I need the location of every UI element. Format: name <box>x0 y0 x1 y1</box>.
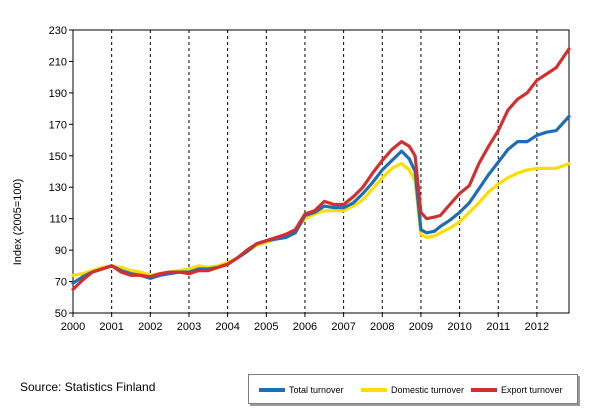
legend-swatch-total <box>259 388 285 392</box>
y-tick-label: 130 <box>49 182 67 194</box>
y-tick-label: 70 <box>55 277 67 289</box>
x-axis-tick-labels: 2000 2001 2002 2003 2004 2005 2006 2007 2008 2009… <box>61 321 549 333</box>
x-tick-label: 2007 <box>331 321 355 333</box>
x-tick-label: 2009 <box>409 321 433 333</box>
y-tick-label: 170 <box>49 119 67 131</box>
x-tick-label: 2010 <box>447 321 471 333</box>
y-tick-label: 210 <box>49 56 67 68</box>
y-tick-label: 230 <box>49 25 67 37</box>
plot-frame <box>72 29 570 314</box>
series-line-export-turnover <box>71 47 571 291</box>
legend-label-total: Total turnover <box>289 385 344 395</box>
series-line-total-turnover <box>71 114 571 285</box>
y-tick-label: 190 <box>49 88 67 100</box>
y-tick-label: 90 <box>55 245 67 257</box>
x-tick-label: 2006 <box>293 321 317 333</box>
legend-item-domestic: Domestic turnover <box>361 383 464 397</box>
legend-label-domestic: Domestic turnover <box>391 385 465 395</box>
x-tick-label: 2008 <box>370 321 394 333</box>
chart-axes <box>69 29 570 317</box>
x-tick-label: 2002 <box>138 321 162 333</box>
y-tick-label: 150 <box>49 151 67 163</box>
x-tick-label: 2003 <box>177 321 201 333</box>
chart-legend: Total turnover Domestic turnover Export … <box>248 374 578 404</box>
legend-swatch-export <box>471 388 497 392</box>
x-tick-label: 2005 <box>254 321 278 333</box>
legend-item-total: Total turnover <box>259 383 344 397</box>
chart-series <box>71 47 571 291</box>
x-tick-label: 2004 <box>215 321 239 333</box>
legend-item-export: Export turnover <box>471 383 563 397</box>
y-axis-label: Index (2005=100) <box>12 179 24 266</box>
x-tick-label: 2012 <box>525 321 549 333</box>
series-line-domestic-turnover <box>71 162 571 277</box>
legend-swatch-domestic <box>361 388 387 392</box>
legend-label-export: Export turnover <box>501 385 563 395</box>
y-axis-tick-labels: 50 70 90 110 130 150 170 190 210 230 <box>49 25 67 320</box>
x-tick-label: 2001 <box>99 321 123 333</box>
y-tick-label: 50 <box>55 308 67 320</box>
x-tick-label: 2000 <box>61 321 85 333</box>
source-note: Source: Statistics Finland <box>20 380 156 394</box>
x-tick-label: 2011 <box>486 321 510 333</box>
y-tick-label: 110 <box>49 214 67 226</box>
